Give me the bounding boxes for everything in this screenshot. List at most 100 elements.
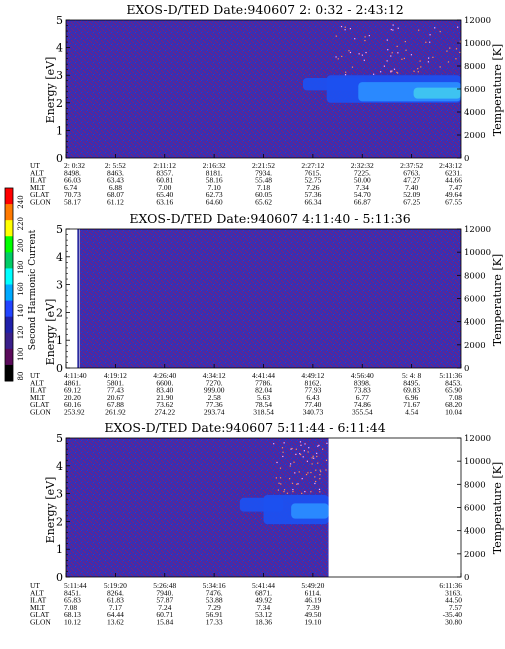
scatter-pixel — [303, 450, 305, 452]
colorbar-tick-label: 100 — [17, 348, 25, 361]
spectrogram-enhancement — [413, 87, 461, 99]
y-tick-label: 2 — [56, 97, 63, 110]
scatter-pixel — [391, 70, 393, 72]
colorbar-tick-label: 220 — [17, 217, 25, 230]
orbit-cell: 7.40 — [405, 183, 418, 192]
orbit-cell: 30.80 — [445, 618, 462, 627]
scatter-pixel — [279, 477, 282, 479]
orbit-cell: 77.43 — [107, 386, 124, 395]
scatter-pixel — [344, 74, 347, 76]
colorbar-frame — [4, 187, 14, 382]
spectrogram-background — [79, 229, 461, 368]
scatter-pixel — [321, 448, 324, 450]
panel-3-ylabel: Energy [eV] — [44, 477, 57, 544]
scatter-pixel — [291, 482, 294, 484]
y-tick-label: 0 — [56, 362, 63, 375]
scatter-pixel — [325, 469, 327, 471]
y-tick-label: 1 — [56, 543, 63, 556]
scatter-pixel — [457, 26, 459, 28]
orbit-cell: 5:41:44 — [252, 581, 275, 590]
colorbar-tick-label: 200 — [17, 239, 25, 252]
scatter-pixel — [420, 66, 422, 68]
orbit-row-label: ILAT — [30, 596, 47, 605]
scatter-pixel — [308, 447, 310, 449]
scatter-pixel — [364, 39, 366, 42]
orbit-cell: 7.29 — [208, 603, 221, 612]
scatter-pixel — [325, 459, 328, 461]
orbit-cell: 50.00 — [354, 176, 371, 185]
orbit-cell: 60.05 — [255, 190, 272, 199]
orbit-cell: 53.12 — [255, 610, 272, 619]
scatter-pixel — [277, 489, 279, 491]
y2-tick-label: 0 — [464, 573, 469, 583]
orbit-row-label: GLAT — [30, 190, 50, 199]
orbit-cell: 8162. — [304, 378, 321, 387]
y2-tick-label: 2000 — [464, 341, 486, 351]
y-tick-label: 4 — [56, 460, 63, 473]
colorbar-tick-label: 160 — [17, 282, 25, 295]
y-tick-label: 5 — [56, 432, 63, 445]
colorbar-swatch — [5, 252, 13, 269]
panel-2: EXOS-D/TED Date:940607 4:11:40 - 5:11:36… — [30, 211, 504, 417]
scatter-pixel — [391, 52, 393, 54]
scatter-pixel — [345, 71, 347, 73]
orbit-cell: 5:11:44 — [64, 581, 87, 590]
scatter-pixel — [306, 460, 309, 462]
scatter-pixel — [459, 41, 461, 44]
orbit-row-label: GLAT — [30, 400, 50, 409]
colorbar-tick-label: 80 — [17, 372, 25, 381]
orbit-cell: 53.88 — [206, 596, 223, 605]
scatter-pixel — [295, 453, 297, 455]
y2-tick-label: 4000 — [464, 108, 486, 118]
scatter-pixel — [401, 58, 403, 60]
scatter-pixel — [344, 26, 346, 28]
colorbar-swatch — [5, 348, 13, 366]
scatter-pixel — [319, 469, 321, 471]
orbit-cell: 7786. — [255, 378, 272, 387]
scatter-pixel — [282, 455, 284, 458]
orbit-cell: 58.17 — [64, 198, 81, 207]
orbit-cell: 47.27 — [403, 176, 420, 185]
scatter-pixel — [425, 41, 427, 43]
orbit-cell: 18.36 — [255, 618, 272, 627]
scatter-pixel — [354, 38, 356, 40]
orbit-cell: 58.16 — [206, 176, 223, 185]
panel-3: EXOS-D/TED Date:940607 5:11:44 - 6:11:44… — [30, 420, 504, 627]
scatter-pixel — [439, 30, 441, 33]
orbit-row-label: UT — [30, 371, 40, 380]
scatter-pixel — [349, 28, 352, 30]
scatter-pixel — [300, 444, 302, 446]
y2-tick-label: 2000 — [464, 550, 486, 560]
empty-region — [328, 438, 461, 577]
scatter-pixel — [405, 49, 407, 51]
orbit-cell: 4.54 — [405, 408, 418, 417]
scatter-pixel — [310, 471, 312, 474]
y-tick-label: 3 — [56, 69, 63, 82]
scatter-pixel — [318, 444, 320, 447]
orbit-cell: 7.17 — [109, 603, 122, 612]
orbit-cell: 66.03 — [64, 176, 81, 185]
orbit-cell: 15.84 — [156, 618, 173, 627]
orbit-cell: 21.90 — [156, 393, 173, 402]
y-tick-label: 2 — [56, 306, 63, 319]
scatter-pixel — [302, 456, 304, 458]
scatter-pixel — [459, 51, 461, 54]
orbit-row-label: MLT — [30, 393, 46, 402]
scatter-pixel — [380, 71, 382, 73]
scatter-pixel — [417, 71, 419, 73]
orbit-cell: 2:37:52 — [400, 161, 423, 170]
orbit-row-label: UT — [30, 581, 40, 590]
scatter-pixel — [340, 25, 343, 28]
panel-1-y2label: Temperature [K] — [491, 44, 504, 136]
scatter-pixel — [312, 455, 314, 457]
orbit-cell: 61.12 — [107, 198, 124, 207]
orbit-cell: 67.25 — [403, 198, 420, 207]
orbit-cell: 340.73 — [303, 408, 324, 417]
scatter-pixel — [290, 448, 292, 450]
orbit-cell: 5:49:20 — [301, 581, 324, 590]
orbit-cell: 7934. — [255, 168, 272, 177]
orbit-cell: 318.54 — [253, 408, 274, 417]
orbit-cell: 57.36 — [304, 190, 321, 199]
orbit-cell: 7.08 — [64, 603, 77, 612]
orbit-cell: 8463. — [107, 168, 124, 177]
